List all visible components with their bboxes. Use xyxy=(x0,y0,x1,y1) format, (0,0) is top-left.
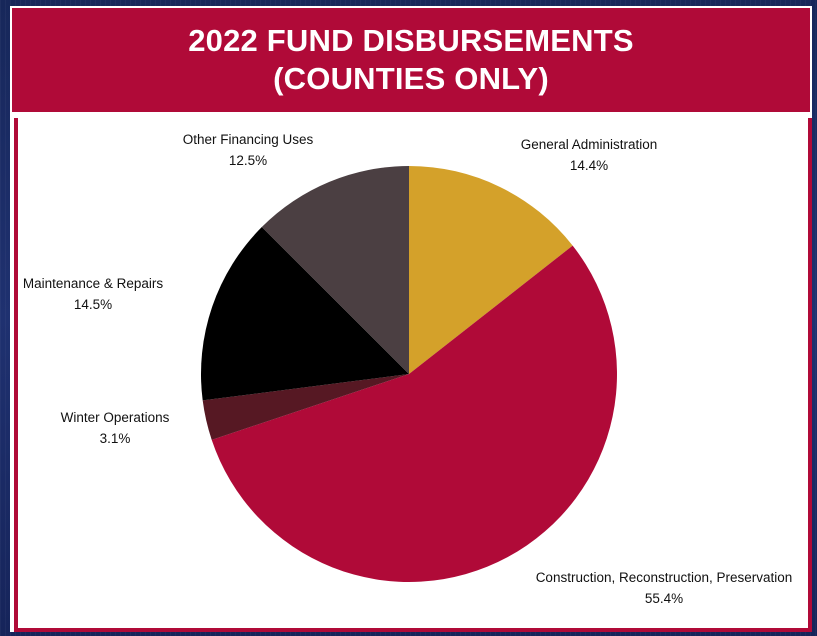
pie-slice-other-financing-uses xyxy=(261,166,409,374)
slice-value-label: 12.5% xyxy=(229,153,267,168)
pie-slice-maintenance-repairs xyxy=(200,227,409,401)
chart-title-line-1: 2022 FUND DISBURSEMENTS xyxy=(188,23,634,58)
slice-label: Other Financing Uses xyxy=(183,132,314,147)
pie-slice-general-administration xyxy=(409,166,573,374)
slice-label: Maintenance & Repairs xyxy=(23,276,164,291)
title-banner: 2022 FUND DISBURSEMENTS (COUNTIES ONLY) xyxy=(10,6,812,114)
slice-value-label: 3.1% xyxy=(100,431,131,446)
slice-value-label: 55.4% xyxy=(645,591,683,606)
pie-slice-construction-reconstruction-preservation xyxy=(211,245,617,582)
slice-value-label: 14.4% xyxy=(570,158,608,173)
slice-label: Winter Operations xyxy=(61,410,170,425)
pie-slice-winter-operations xyxy=(202,374,409,440)
pie-labels: General Administration 14.4% Construction,… xyxy=(23,132,792,606)
pie-slices xyxy=(200,166,617,582)
slice-label: General Administration xyxy=(521,137,658,152)
chart-title-line-2: (COUNTIES ONLY) xyxy=(273,61,549,96)
slice-value-label: 14.5% xyxy=(74,297,112,312)
slice-label: Construction, Reconstruction, Preservati… xyxy=(536,570,793,585)
